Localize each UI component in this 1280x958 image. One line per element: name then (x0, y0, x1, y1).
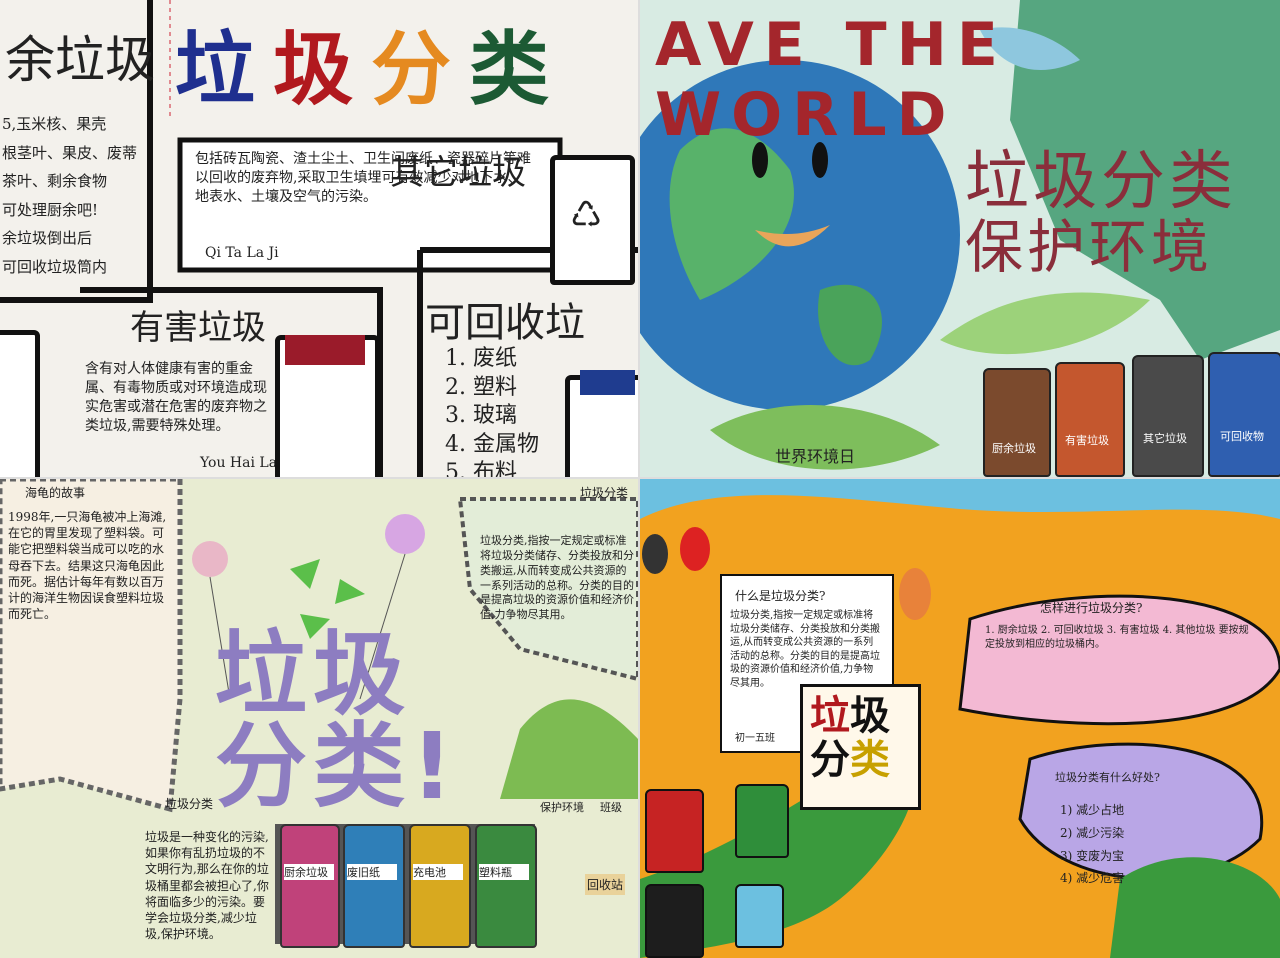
bin-recyclable (1208, 352, 1280, 477)
poster-top-left: 垃圾分类 余垃圾 5,玉米核、果壳 根茎叶、果皮、废蒂 茶叶、剩余食物 可处理厨余吧!… (0, 0, 638, 477)
title-char-3: 分 (371, 23, 469, 116)
title-char-4: 类 (469, 23, 567, 116)
harmful-bin-lid (285, 335, 365, 365)
how-text: 1. 厨余垃圾 2. 可回收垃圾 3. 有害垃圾 4. 其他垃圾 要按规定投放到… (985, 625, 1249, 650)
bin-harmful-label: 有害垃圾 (1065, 434, 1109, 447)
main-title-card (800, 684, 921, 810)
recycle-bin-lid (580, 370, 635, 395)
benefit-list: 1) 减少占地 2) 减少污染 3) 变废为宝 4) 减少危害 (1060, 803, 1125, 886)
bottom-text: 垃圾是一种变化的污染,如果你有乱扔垃圾的不文明行为,那么在你的垃圾桶里都会被担心… (145, 830, 269, 942)
banner-text: AVE THE WORLD (655, 10, 1008, 150)
harmful-pinyin: You Hai La Ji (200, 455, 292, 471)
bin-2-label: 废旧纸 (347, 864, 397, 880)
bin-4 (475, 824, 537, 948)
main-title: 垃圾分类! (215, 621, 459, 820)
footer-left: 保护环境 (540, 801, 584, 814)
bin-kitchen (983, 368, 1051, 477)
bin-1-label: 厨余垃圾 (284, 864, 334, 880)
left-heading: 余垃圾 (5, 31, 155, 89)
poster-bottom-right: 什么是垃圾分类? 垃圾分类,指按一定规定或标准将垃圾分类储存、分类投放和分类搬运… (640, 479, 1280, 958)
question-title: 什么是垃圾分类? (735, 589, 826, 603)
left-bin (0, 330, 40, 477)
harmful-heading: 有害垃圾 (130, 308, 266, 348)
footer-right: 班级 (600, 801, 622, 814)
bin-3 (409, 824, 471, 948)
recycle-icon: ♺ (570, 195, 603, 236)
title-line-2: 保护环境 (965, 213, 1214, 281)
poster-top-right: AVE THE WORLD 垃圾分类 保护环境 世界环境日 厨余垃圾 有害垃圾 … (640, 0, 1280, 477)
tag-top: 垃圾分类 (580, 486, 629, 500)
main-title: 垃圾 分类 (810, 693, 890, 783)
other-text: 包括砖瓦陶瓷、渣土尘土、卫生间废纸、瓷器碎片等难以回收的废弃物,采取卫生填埋可有… (195, 151, 531, 205)
bin-harmful (1055, 362, 1125, 477)
title-char-1: 垃 (175, 23, 273, 116)
sign-board: 回收站 (585, 874, 626, 895)
signature: 初一五班 (735, 733, 775, 744)
poster2-art (640, 0, 1280, 470)
other-bin (550, 155, 635, 285)
harmful-text: 含有对人体健康有害的重金属、有毒物质或对环境造成现实危害或潜在危害的废弃物之类垃… (85, 361, 267, 434)
title-line-1: 垃圾分类 (965, 145, 1237, 219)
benefit-title: 垃圾分类有什么好处? (1055, 771, 1160, 784)
left-text: 5,玉米核、果壳 根茎叶、果皮、废蒂 茶叶、剩余食物 可处理厨余吧! 余垃圾倒出后 可回收… (2, 115, 138, 276)
green-bin (735, 784, 789, 858)
right-text: 垃圾分类,指按一定规定或标准将垃圾分类储存、分类投放和分类搬运,从而转变成公共资… (480, 534, 634, 622)
black-bin (645, 884, 704, 958)
question-text: 垃圾分类,指按一定规定或标准将垃圾分类储存、分类投放和分类搬运,从而转变成公共资… (730, 610, 880, 689)
how-title: 怎样进行垃圾分类? (1040, 601, 1143, 615)
story-text: 1998年,一只海龟被冲上海滩,在它的胃里发现了塑料袋。可能它把塑料袋当成可以吃… (8, 510, 167, 622)
other-heading: 其它垃圾 (390, 153, 526, 193)
title-char-2: 圾 (273, 23, 371, 116)
bin-3-label: 充电池 (413, 864, 463, 880)
recycle-heading: 可回收垃 (425, 300, 585, 346)
fish-label: 世界环境日 (775, 447, 856, 466)
bin-1 (280, 824, 340, 948)
story-title: 海龟的故事 (25, 486, 86, 500)
other-pinyin: Qi Ta La Ji (205, 245, 279, 261)
bin-2 (343, 824, 405, 948)
blue-bin (735, 884, 784, 948)
bin-kitchen-label: 厨余垃圾 (992, 442, 1036, 455)
recycle-list: 1. 废纸 2. 塑料 3. 玻璃 4. 金属物 5. 布料 (445, 346, 539, 477)
bin-4-label: 塑料瓶 (479, 864, 529, 880)
bottom-heading: 垃圾分类 (165, 797, 214, 811)
poster-bottom-left: 1998年,一只海龟被冲上海滩,在它的胃里发现了塑料袋。可能它把塑料袋当成可以吃… (0, 479, 638, 958)
bin-other (1132, 355, 1204, 477)
bin-other-label: 其它垃圾 (1143, 432, 1187, 445)
bin-recyclable-label: 可回收物 (1220, 430, 1264, 443)
red-bin (645, 789, 704, 873)
